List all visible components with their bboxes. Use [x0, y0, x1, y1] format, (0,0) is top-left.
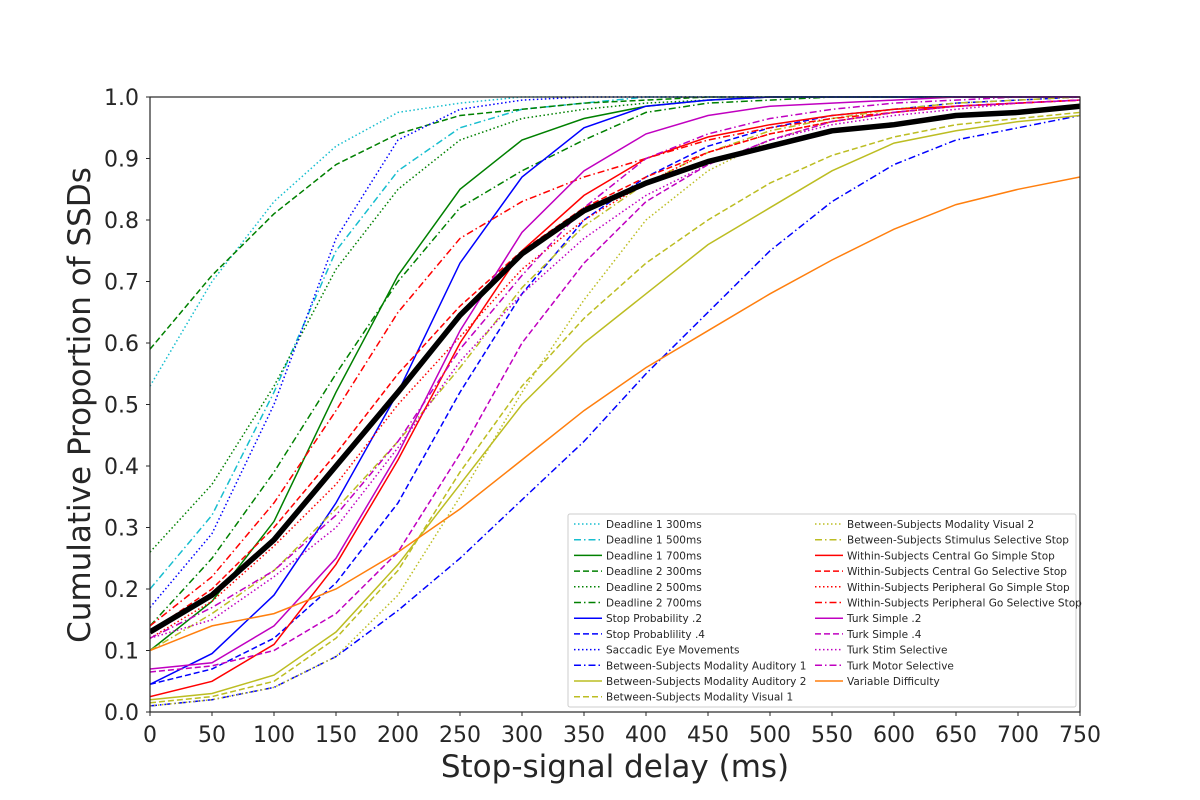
series-line-turk-simple-4 — [150, 99, 1080, 673]
legend-label: Deadline 1 500ms — [606, 535, 702, 547]
legend-label: Deadline 1 700ms — [606, 550, 702, 562]
legend-label: Stop Probablility .4 — [606, 629, 705, 641]
legend-label: Within-Subjects Central Go Selective Sto… — [847, 566, 1067, 578]
x-tick-label: 750 — [1059, 723, 1101, 748]
x-tick-label: 500 — [749, 723, 791, 748]
legend-label: Within-Subjects Peripheral Go Selective … — [847, 598, 1082, 610]
y-axis-title: Cumulative Proportion of SSDs — [62, 167, 98, 643]
series-line-deadline-2-300ms — [150, 96, 1080, 350]
legend-label: Turk Simple .4 — [846, 629, 922, 641]
x-tick-label: 100 — [253, 723, 295, 748]
y-tick-label: 0.8 — [104, 209, 139, 234]
legend-label: Between-Subjects Modality Visual 1 — [606, 692, 793, 704]
legend-label: Between-Subjects Modality Visual 2 — [847, 519, 1034, 531]
legend: Deadline 1 300ms Deadline 1 500ms Deadline… — [567, 513, 1082, 708]
x-tick-label: 450 — [687, 723, 729, 748]
series-line-between-subjects-modality-visual-1 — [150, 111, 1080, 704]
legend-label: Between-Subjects Stimulus Selective Stop — [847, 535, 1069, 547]
series-line-within-subjects-peripheral-go-selective-stop — [150, 99, 1080, 627]
x-tick-label: 300 — [501, 723, 543, 748]
x-tick-label: 650 — [935, 723, 977, 748]
legend-label: Saccadic Eye Movements — [606, 645, 740, 657]
legend-label: Between-Subjects Modality Auditory 1 — [606, 660, 806, 672]
series-line-variable-difficulty — [150, 176, 1080, 652]
legend-label: Turk Motor Selective — [846, 660, 954, 672]
legend-label: Within-Subjects Peripheral Go Simple Sto… — [847, 582, 1070, 594]
y-tick-label: 0.9 — [104, 148, 139, 173]
x-axis-title: Stop-signal delay (ms) — [441, 749, 789, 785]
x-tick-label: 400 — [625, 723, 667, 748]
x-tick-label: 250 — [439, 723, 481, 748]
y-tick-label: 0.6 — [104, 332, 139, 357]
legend-label: Deadline 2 500ms — [606, 582, 702, 594]
legend-label: Between-Subjects Modality Auditory 2 — [606, 676, 806, 688]
y-tick-label: 0.5 — [104, 394, 139, 419]
mean-line — [150, 103, 1080, 635]
y-tick-label: 1.0 — [104, 86, 139, 111]
x-tick-label: 150 — [315, 723, 357, 748]
legend-label: Deadline 2 700ms — [606, 598, 702, 610]
series-line-between-subjects-modality-visual-2 — [150, 99, 1080, 707]
series-line-within-subjects-central-go-simple-stop — [150, 99, 1080, 698]
series-line-between-subjects-modality-auditory-2 — [150, 114, 1080, 701]
x-axis: 0 50 100 150 200 250 300 350 400 450 500 550 600 650 7… — [143, 712, 1101, 748]
legend-label: Deadline 2 300ms — [606, 566, 702, 578]
y-tick-label: 0.0 — [104, 701, 139, 726]
x-tick-label: 350 — [563, 723, 605, 748]
series-line-deadline-2-500ms — [150, 96, 1080, 553]
legend-label: Turk Stim Selective — [846, 645, 947, 657]
legend-label: Deadline 1 300ms — [606, 519, 702, 531]
mean-line-group — [150, 103, 1080, 635]
legend-label: Within-Subjects Central Go Simple Stop — [847, 550, 1055, 562]
legend-box — [567, 513, 1077, 708]
y-tick-label: 0.4 — [104, 455, 139, 480]
y-axis: 0.0 0.1 0.2 0.3 0.4 0.5 0.6 0.7 0.8 0.9 1.0 — [104, 86, 150, 726]
y-tick-label: 0.7 — [104, 271, 139, 296]
x-tick-label: 600 — [873, 723, 915, 748]
x-tick-label: 0 — [143, 723, 157, 748]
x-tick-label: 200 — [377, 723, 419, 748]
series-line-deadline-1-300ms — [150, 96, 1080, 387]
legend-label: Stop Probability .2 — [606, 613, 702, 625]
series-line-turk-simple-2 — [150, 96, 1080, 670]
x-tick-label: 50 — [198, 723, 226, 748]
legend-label: Variable Difficulty — [847, 676, 940, 688]
series-line-between-subjects-stimulus-selective-stop — [150, 96, 1080, 652]
y-tick-label: 0.1 — [104, 640, 139, 665]
y-tick-label: 0.3 — [104, 517, 139, 542]
x-tick-label: 700 — [997, 723, 1039, 748]
y-tick-label: 0.2 — [104, 578, 139, 603]
legend-label: Turk Simple .2 — [846, 613, 921, 625]
x-tick-label: 550 — [811, 723, 853, 748]
